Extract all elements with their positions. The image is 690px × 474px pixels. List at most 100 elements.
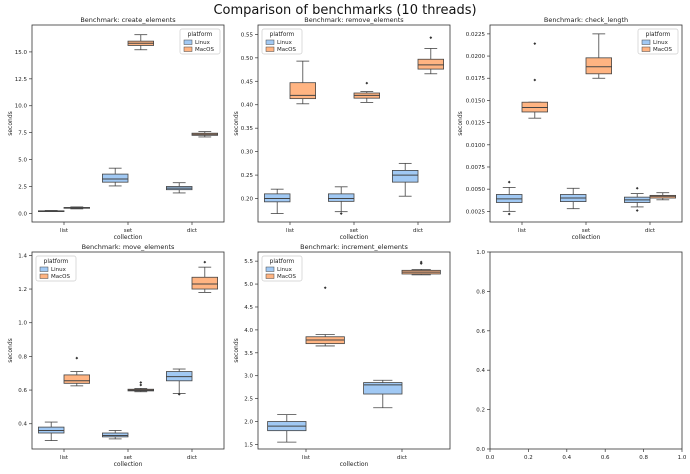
x-tick-label: list [302,455,311,461]
x-tick-label: dict [413,228,424,234]
legend-label-macos: MacOS [195,47,214,53]
x-tick-label: 0.4 [562,455,571,461]
legend-swatch-macos [39,273,49,279]
x-tick-label: 1.0 [678,455,687,461]
y-axis-label: seconds [233,111,240,136]
y-tick-label: 0.0050 [466,187,486,193]
y-axis-label: seconds [7,338,14,363]
box-macos-set [127,381,155,393]
box-linux-set [102,430,129,440]
axes-frame [257,24,451,223]
outlier-point [533,78,537,82]
box-body [363,382,403,395]
box-macos-list [521,42,549,119]
y-tick-label: 15.0 [15,50,28,56]
y-tick-label: 0.4 [18,422,27,428]
legend-swatch-macos [265,46,275,52]
y-tick-label: 1.5 [244,442,253,448]
outlier-point [75,356,79,360]
x-tick-label: dict [397,455,408,461]
box-macos-dict [417,36,445,75]
y-tick-label: 2.5 [18,184,27,190]
x-tick-label: 0.6 [601,455,610,461]
x-tick-label: set [582,228,591,234]
box-body [102,173,129,183]
box-macos-list [63,206,91,210]
y-tick-label: 0.0150 [466,98,486,104]
y-tick-label: 1.0 [476,250,485,256]
y-tick-label: 0.2 [476,408,485,414]
x-tick-label: set [350,228,359,234]
x-tick-label: list [286,228,295,234]
outlier-point [139,381,143,384]
legend-label-linux: Linux [195,40,211,46]
box-body [263,193,291,203]
box-body [585,57,613,75]
y-tick-label: 0.8 [18,354,27,360]
box-macos-list [305,286,345,347]
box-macos-dict [401,260,441,276]
y-tick-label: 0.35 [241,126,254,132]
subplot-4: Benchmark: move_elements 0.4 0.6 0.8 1.0 1.2 1… [7,243,225,468]
box-macos-set [585,33,613,79]
legend-label-linux: Linux [277,267,293,273]
outlier-point [429,36,433,40]
y-tick-label: 0.50 [241,56,254,62]
box-macos-set [353,81,381,103]
axes-frame [489,251,683,450]
y-tick-label: 0.6 [18,388,27,394]
x-tick-label: dict [187,455,198,461]
y-tick-label: 0.20 [241,197,254,203]
y-tick-label: 0.0025 [466,209,486,215]
legend-swatch-linux [265,266,275,272]
x-tick-label: list [60,228,69,234]
legend-label-linux: Linux [51,267,67,273]
subplot-title: Benchmark: increment_elements [300,243,408,251]
box-macos-list [289,60,317,105]
legend-title: platform [270,259,295,265]
legend-swatch-macos [265,273,275,279]
legend-label-macos: MacOS [51,274,70,280]
box-linux-dict [391,162,419,197]
subplot-title: Benchmark: remove_elements [304,16,404,24]
box-body [289,82,317,100]
legend-label-linux: Linux [653,40,669,46]
box-linux-set [102,167,129,187]
x-tick-label: dict [645,228,656,234]
y-tick-label: 2.5 [244,397,253,403]
legend-label-macos: MacOS [653,47,672,53]
x-axis-label: collection [114,234,143,241]
legend-label-linux: Linux [277,40,293,46]
subplot-1: Benchmark: create_elements 0.0 2.5 5.0 7.5 10… [7,16,225,241]
y-tick-label: 0.45 [241,79,254,85]
y-tick-label: 3.5 [244,351,253,357]
box-linux-set [560,187,587,210]
subplot-2: Benchmark: remove_elements 0.20 0.25 0.30 0.… [233,16,451,241]
y-tick-label: 5.0 [244,282,253,288]
y-tick-label: 1.2 [18,287,27,293]
box-linux-dict [624,186,651,212]
outlier-point [507,180,511,184]
y-axis-label: seconds [457,111,464,136]
outlier-point [507,212,511,216]
legend-title: platform [646,32,671,38]
y-tick-label: 0.0125 [466,121,486,127]
subplot-title: Benchmark: move_elements [82,243,175,251]
y-tick-label: 7.5 [18,131,27,137]
y-tick-label: 5.5 [244,259,253,265]
outlier-point [177,392,181,396]
legend-title: platform [188,32,213,38]
legend-swatch-linux [183,39,193,45]
y-tick-label: 0.0075 [466,165,486,171]
box-body [417,58,445,70]
y-tick-label: 0.55 [241,32,254,38]
y-tick-label: 4.0 [244,328,253,334]
box-macos-dict [191,131,219,138]
box-body [191,276,219,290]
legend-swatch-linux [39,266,49,272]
box-body [327,193,355,202]
box-body [102,432,129,438]
